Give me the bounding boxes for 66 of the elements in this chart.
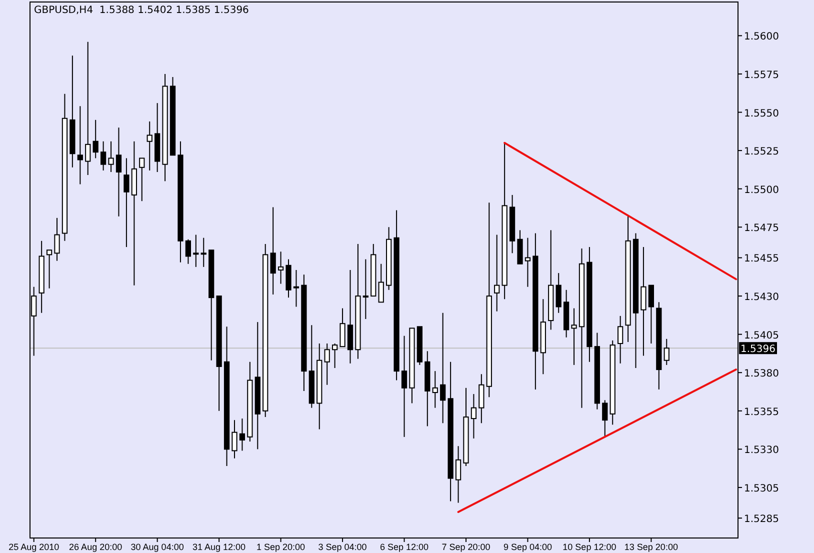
candlestick (362, 258, 368, 320)
candlestick (640, 246, 646, 356)
candlestick (332, 343, 338, 369)
y-tick-label: 1.5330 (744, 445, 779, 456)
y-tick-label: 1.5305 (744, 483, 779, 494)
candlestick (146, 120, 152, 171)
candlestick (648, 284, 654, 344)
x-tick-label: 31 Aug 12:00 (192, 542, 246, 552)
candlestick (239, 418, 246, 452)
candlestick (116, 127, 122, 217)
candlestick (92, 119, 98, 159)
y-tick-label: 1.5455 (744, 254, 779, 265)
y-tick-label: 1.5355 (744, 406, 779, 418)
x-tick-label: 9 Sep 04:00 (503, 542, 552, 552)
y-tick-label: 1.5430 (744, 292, 779, 304)
candlestick (232, 420, 238, 459)
candlestick (470, 394, 477, 439)
x-tick-label: 6 Sep 12:00 (380, 542, 429, 552)
candlestick (664, 338, 670, 366)
x-tick-label: 10 Sep 12:00 (562, 542, 616, 552)
candlestick (124, 158, 130, 248)
candlestick (77, 106, 83, 185)
candlestick (494, 234, 500, 312)
candlestick (193, 234, 199, 268)
candlestick (278, 251, 284, 284)
x-tick-label: 13 Sep 20:00 (624, 542, 678, 552)
candlestick (340, 308, 346, 348)
candlestick (324, 343, 330, 386)
candlestick (270, 206, 276, 296)
y-tick-label: 1.5475 (744, 223, 779, 234)
y-tick-label: 1.5380 (744, 368, 779, 380)
y-tick-label: 1.5550 (744, 108, 779, 120)
candlestick (432, 370, 438, 408)
x-tick-label: 26 Aug 20:00 (69, 542, 122, 552)
candlestick (46, 250, 52, 289)
y-tick-label: 1.5525 (744, 146, 779, 158)
candlestick (139, 158, 145, 202)
candlestick (293, 270, 300, 308)
candlestick (524, 237, 531, 288)
candlestick (54, 217, 60, 262)
candlestick (571, 308, 577, 366)
candlestick (602, 400, 608, 438)
candlestick (478, 374, 484, 424)
x-tick-label: 1 Sep 20:00 (256, 542, 306, 552)
candlestick (185, 238, 192, 264)
y-tick-label: 1.5575 (744, 70, 779, 81)
y-tick-label: 1.5600 (744, 32, 779, 43)
x-tick-label: 7 Sep 20:00 (442, 542, 490, 552)
y-tick-label: 1.5405 (744, 330, 779, 342)
y-tick-label: 1.5285 (744, 514, 779, 526)
candlestick (556, 272, 562, 314)
candlestick (440, 312, 446, 424)
candlestick (85, 41, 91, 176)
candlestick (455, 446, 462, 504)
candlestick (200, 237, 206, 268)
x-tick-label: 3 Sep 04:00 (318, 542, 367, 552)
ref-line-label: 1.5396 (740, 344, 776, 356)
candlestick (401, 335, 408, 438)
y-tick-label: 1.5500 (744, 184, 779, 196)
candlestick (378, 263, 384, 303)
chart-title: GBPUSD,H4 1.5388 1.5402 1.5385 1.5396 (34, 5, 249, 16)
candlestick (618, 315, 624, 364)
candlestick (108, 140, 114, 172)
candlestick (100, 140, 106, 171)
x-tick-label: 30 Aug 04:00 (130, 542, 184, 552)
x-tick-label: 25 Aug 2010 (8, 542, 60, 552)
